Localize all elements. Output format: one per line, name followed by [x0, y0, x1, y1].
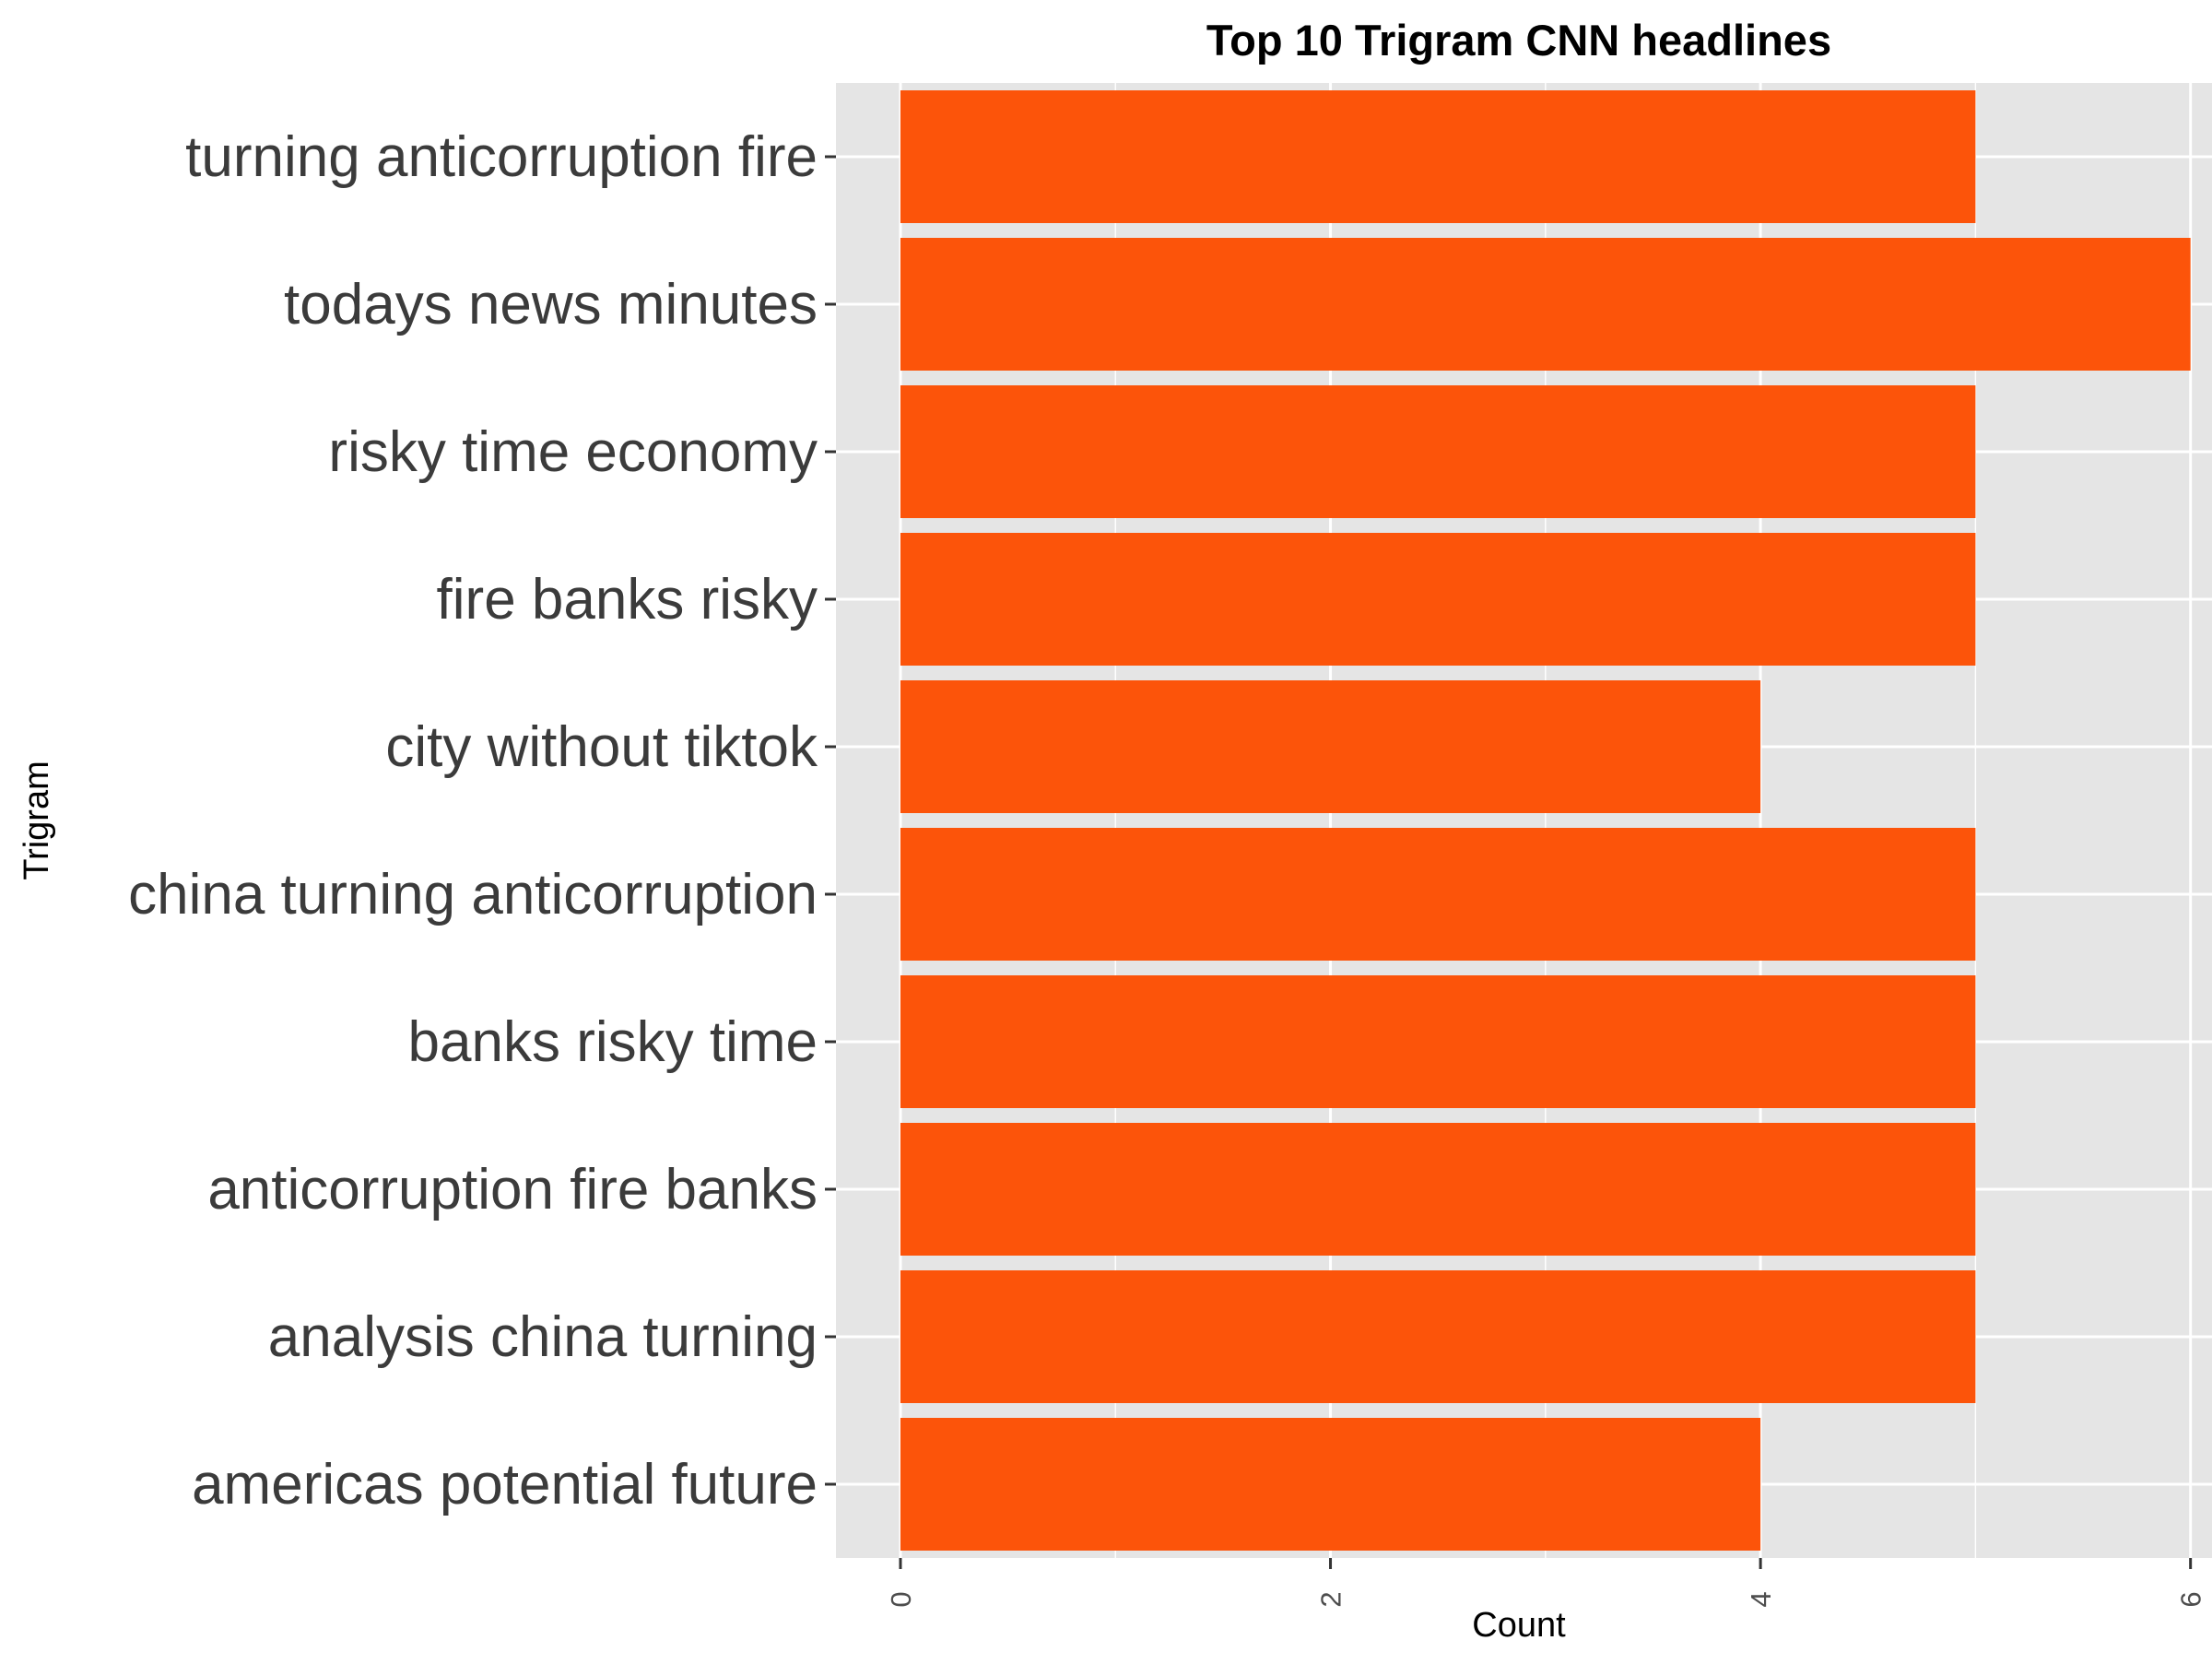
bar [900, 533, 1976, 666]
x-axis-title: Count [1472, 1606, 1566, 1645]
x-tick-label: 0 [885, 1591, 917, 1607]
bar [900, 680, 1761, 813]
bar [900, 90, 1976, 223]
y-tick-label: city without tiktok [385, 715, 818, 779]
bar [900, 238, 2191, 371]
chart-title: Top 10 Trigram CNN headlines [1206, 16, 1831, 65]
bar [900, 385, 1976, 518]
y-tick-label: todays news minutes [284, 273, 818, 336]
y-tick-label: banks risky time [408, 1010, 818, 1074]
y-axis-title: Trigram [18, 761, 56, 879]
bar [900, 828, 1976, 961]
x-tick-label: 4 [1745, 1591, 1777, 1607]
y-axis: turning anticorruption fire todays news m… [128, 125, 836, 1516]
bar [900, 1270, 1976, 1403]
y-tick-label: fire banks risky [437, 568, 818, 631]
bar [900, 1418, 1761, 1551]
y-tick-label: china turning anticorruption [128, 863, 818, 926]
bar [900, 975, 1976, 1108]
bars [900, 90, 2191, 1551]
y-tick-label: americas potential future [192, 1453, 818, 1516]
x-tick-label: 6 [2175, 1591, 2207, 1607]
bar [900, 1123, 1976, 1256]
y-tick-label: turning anticorruption fire [185, 125, 818, 189]
y-tick-label: anticorruption fire banks [207, 1158, 818, 1221]
y-tick-label: risky time economy [328, 420, 818, 484]
y-tick-label: analysis china turning [268, 1305, 818, 1369]
x-axis: 0 2 4 6 [885, 1558, 2207, 1608]
x-tick-label: 2 [1315, 1591, 1347, 1607]
